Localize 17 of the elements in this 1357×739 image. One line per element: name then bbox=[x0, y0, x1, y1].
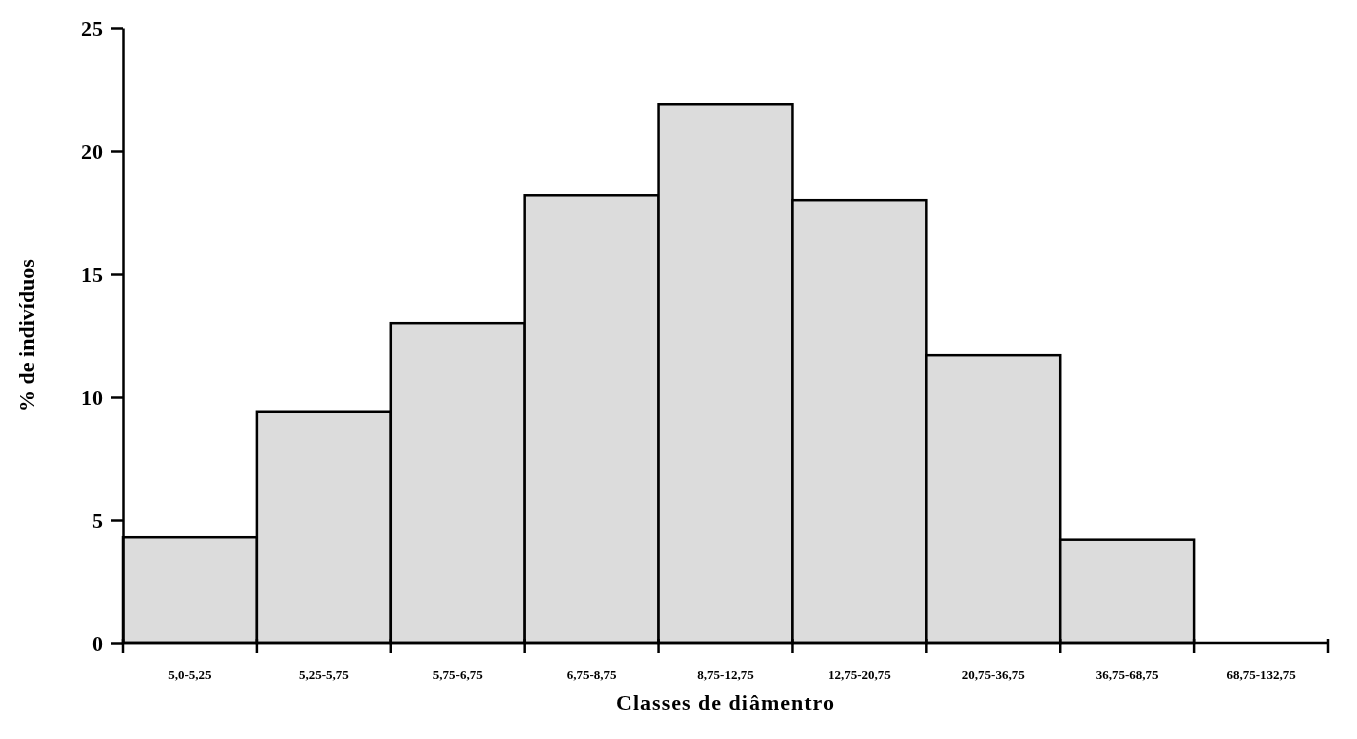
x-tick-label: 68,75-132,75 bbox=[1226, 667, 1297, 682]
y-tick-label: 15 bbox=[81, 261, 103, 287]
y-tick-label: 5 bbox=[92, 507, 103, 533]
y-tick-label: 25 bbox=[81, 15, 103, 41]
x-tick-label: 6,75-8,75 bbox=[566, 667, 618, 682]
x-tick-label: 12,75-20,75 bbox=[827, 667, 892, 682]
x-tick-label: 5,25-5,75 bbox=[298, 667, 350, 682]
x-tick-label: 5,75-6,75 bbox=[432, 667, 484, 682]
y-tick-label: 20 bbox=[81, 138, 103, 164]
x-tick-label: 36,75-68,75 bbox=[1095, 667, 1160, 682]
y-axis-title: % de indivíduos bbox=[14, 258, 39, 412]
y-tick-label: 0 bbox=[92, 630, 103, 656]
x-axis-title: Classes de diâmentro bbox=[616, 690, 835, 715]
x-tick-label: 8,75-12,75 bbox=[697, 667, 755, 682]
x-tick-label: 20,75-36,75 bbox=[961, 667, 1026, 682]
x-tick-label: 5,0-5,25 bbox=[168, 667, 213, 682]
y-tick-label: 10 bbox=[81, 384, 103, 410]
